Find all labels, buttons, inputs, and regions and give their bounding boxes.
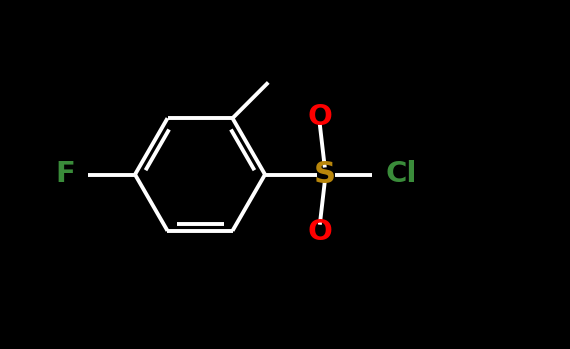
Text: S: S [314, 160, 336, 189]
Text: F: F [55, 161, 75, 188]
Text: O: O [307, 218, 332, 246]
Text: Cl: Cl [385, 161, 417, 188]
Text: O: O [307, 103, 332, 131]
